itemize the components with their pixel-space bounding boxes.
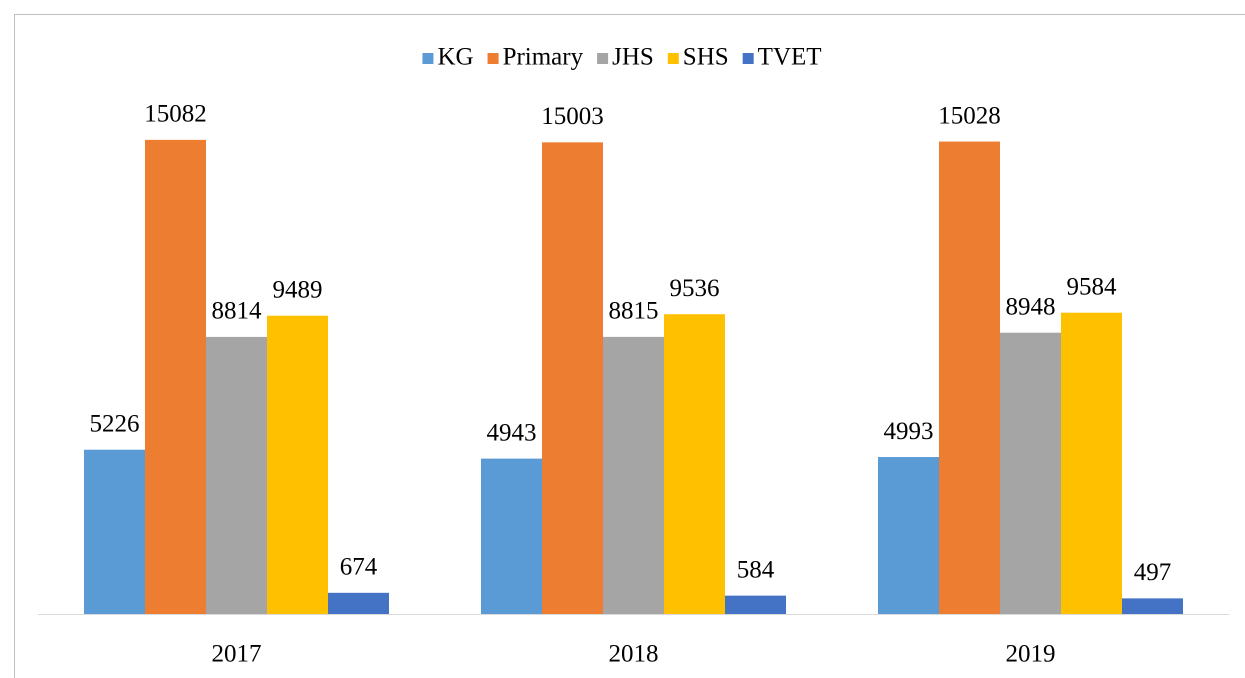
- bar: [84, 449, 145, 614]
- bar: [939, 141, 1000, 614]
- data-label: 15028: [938, 102, 1001, 129]
- legend-label: JHS: [612, 44, 654, 71]
- x-tick-label: 2018: [609, 641, 659, 668]
- bar: [542, 142, 603, 614]
- legend-swatch: [487, 53, 499, 64]
- bar: [145, 139, 206, 614]
- legend: KG Primary JHS SHS TVET: [422, 44, 822, 71]
- legend-label: KG: [437, 44, 473, 71]
- bar: [725, 595, 786, 614]
- bar: [603, 336, 664, 614]
- data-label: 9536: [670, 275, 720, 302]
- data-label: 674: [340, 554, 378, 581]
- bar: [1061, 312, 1122, 614]
- legend-swatch: [597, 53, 609, 64]
- bar: [664, 314, 725, 614]
- data-label: 4943: [487, 419, 537, 446]
- x-tick-label: 2017: [212, 641, 262, 668]
- data-label: 8948: [1006, 293, 1056, 320]
- bar: [481, 458, 542, 614]
- data-label: 8814: [212, 298, 263, 325]
- legend-label: Primary: [503, 44, 584, 71]
- data-label: 9489: [273, 276, 323, 303]
- x-tick-label: 2019: [1006, 641, 1056, 668]
- bar: [328, 592, 389, 614]
- legend-swatch: [742, 53, 754, 64]
- data-label: 5226: [90, 410, 140, 437]
- data-label: 8815: [609, 298, 659, 325]
- data-label: 15003: [541, 103, 604, 130]
- data-label: 4993: [884, 418, 934, 445]
- bar: [878, 457, 939, 614]
- data-label: 9584: [1067, 273, 1118, 300]
- legend-swatch: [422, 53, 434, 64]
- legend-label: SHS: [683, 44, 729, 71]
- bar: [206, 336, 267, 614]
- legend-label: TVET: [758, 44, 822, 71]
- data-label: 15082: [144, 101, 207, 128]
- data-label: 497: [1134, 559, 1172, 586]
- bar: [267, 315, 328, 614]
- bar: [1122, 598, 1183, 614]
- data-label: 584: [737, 556, 775, 583]
- bar: [1000, 332, 1061, 614]
- legend-swatch: [667, 53, 679, 64]
